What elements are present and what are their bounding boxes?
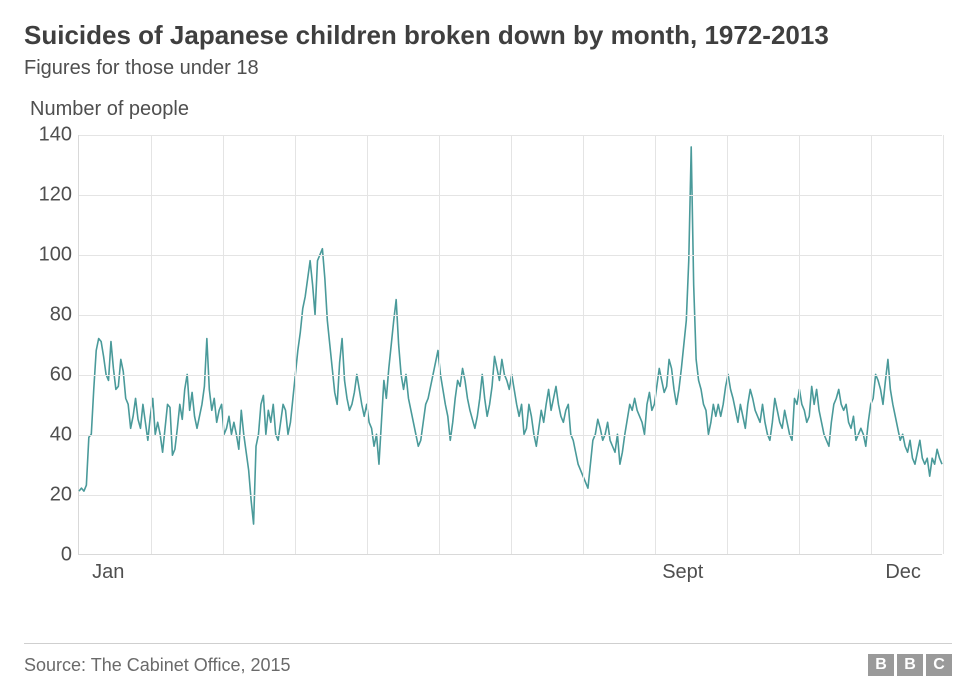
gridline-v: [511, 135, 512, 554]
gridline-v: [943, 135, 944, 554]
ytick-label: 0: [28, 544, 72, 567]
gridline-v: [871, 135, 872, 554]
ytick-label: 100: [28, 244, 72, 267]
gridline-v: [727, 135, 728, 554]
bbc-logo: B B C: [868, 654, 952, 676]
xtick-label: Jan: [92, 561, 124, 584]
logo-letter: B: [897, 654, 923, 676]
chart-title: Suicides of Japanese children broken dow…: [24, 20, 952, 51]
gridline-v: [151, 135, 152, 554]
logo-letter: C: [926, 654, 952, 676]
ytick-label: 40: [28, 424, 72, 447]
ytick-label: 80: [28, 304, 72, 327]
ytick-label: 60: [28, 364, 72, 387]
ytick-label: 140: [28, 124, 72, 147]
gridline-v: [655, 135, 656, 554]
ytick-label: 120: [28, 184, 72, 207]
source-text: Source: The Cabinet Office, 2015: [24, 655, 291, 676]
ytick-label: 20: [28, 484, 72, 507]
gridline-v: [223, 135, 224, 554]
chart-container: Suicides of Japanese children broken dow…: [0, 0, 976, 690]
gridline-v: [799, 135, 800, 554]
gridline-v: [439, 135, 440, 554]
xtick-label: Dec: [885, 561, 921, 584]
chart-area: 0 20 40 60 80 100 120 140 Jan Sept Dec: [24, 127, 948, 597]
yaxis-title: Number of people: [30, 98, 952, 121]
footer: Source: The Cabinet Office, 2015 B B C: [24, 643, 952, 676]
gridline-v: [583, 135, 584, 554]
xtick-label: Sept: [662, 561, 703, 584]
logo-letter: B: [868, 654, 894, 676]
chart-subtitle: Figures for those under 18: [24, 57, 952, 80]
gridline-v: [367, 135, 368, 554]
gridline-v: [295, 135, 296, 554]
plot-area: [78, 135, 942, 555]
